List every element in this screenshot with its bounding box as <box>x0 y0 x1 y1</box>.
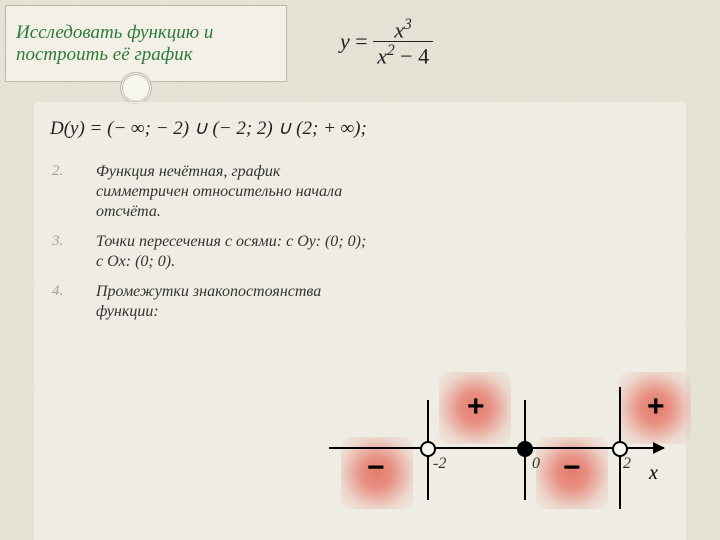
formula-numerator: x3 <box>373 17 433 42</box>
sign-symbol: + <box>647 390 665 424</box>
formula-lhs: y <box>340 29 350 54</box>
list-item: Промежутки знакопостоянства функции: <box>92 282 372 322</box>
list-item: Функция нечётная, график симметричен отн… <box>92 162 372 222</box>
decorative-circle <box>120 72 152 104</box>
tick-label: 2 <box>623 455 631 473</box>
axis-point <box>517 441 533 457</box>
domain-expression: D(y) = (− ∞; − 2) ∪ (− 2; 2) ∪ (2; + ∞); <box>50 117 367 140</box>
tick-label: 0 <box>532 455 540 473</box>
x-axis-label: x <box>649 462 658 485</box>
slide-title-box: Исследовать функцию и построить её графи… <box>5 5 287 82</box>
formula-denominator: x2 − 4 <box>373 42 433 70</box>
tick-label: -2 <box>433 455 446 473</box>
slide-title: Исследовать функцию и построить её графи… <box>16 22 276 66</box>
analysis-list: Функция нечётная, график симметричен отн… <box>92 162 372 332</box>
formula-fraction: x3 x2 − 4 <box>373 17 433 70</box>
list-item: Точки пересечения с осями: с Оу: (0; 0);… <box>92 232 372 272</box>
sign-symbol: − <box>367 451 385 485</box>
sign-number-line: − + − + x -2 0 2 <box>329 342 669 517</box>
content-panel: D(y) = (− ∞; − 2) ∪ (− 2; 2) ∪ (2; + ∞);… <box>34 102 686 540</box>
main-formula: y = x3 x2 − 4 <box>340 17 433 70</box>
sign-symbol: − <box>563 451 581 485</box>
sign-symbol: + <box>467 390 485 424</box>
equals-sign: = <box>355 29 373 54</box>
